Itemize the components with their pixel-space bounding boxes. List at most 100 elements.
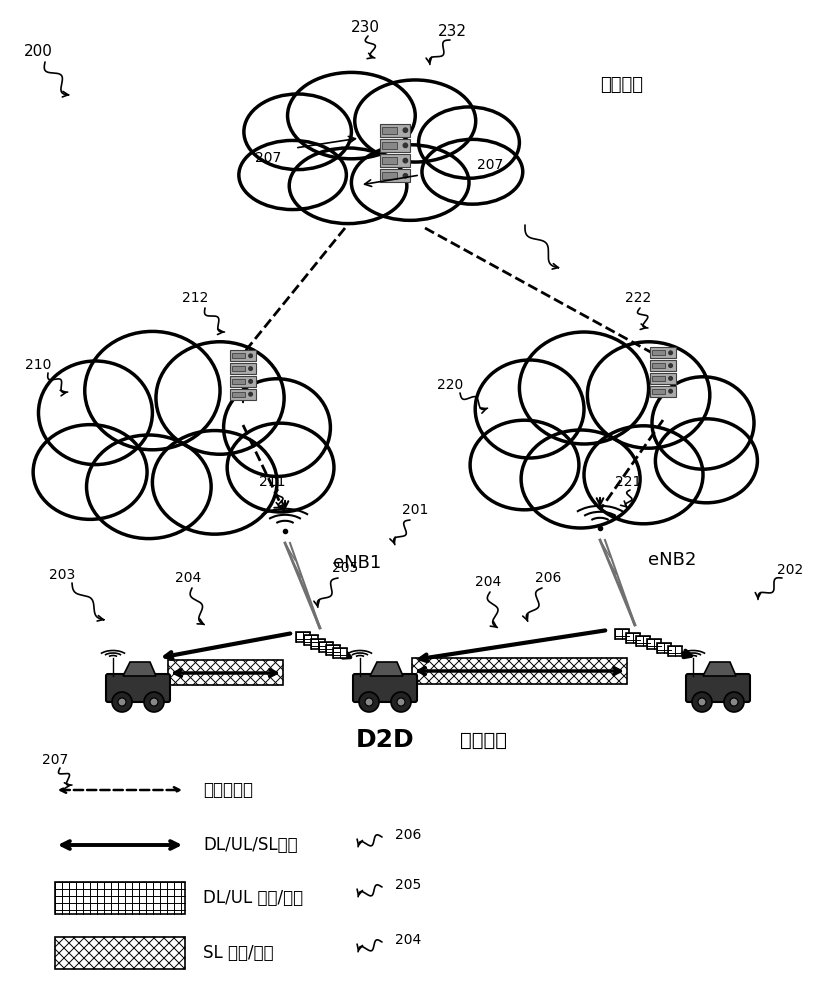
FancyBboxPatch shape: [231, 389, 256, 400]
Ellipse shape: [470, 420, 579, 510]
Circle shape: [404, 158, 408, 163]
Text: 205: 205: [395, 878, 421, 892]
Text: eNB2: eNB2: [648, 551, 696, 569]
Text: DL/UL 频带/载波: DL/UL 频带/载波: [203, 889, 303, 907]
FancyBboxPatch shape: [653, 350, 665, 355]
Polygon shape: [703, 662, 736, 676]
Bar: [319, 642, 332, 652]
Circle shape: [404, 143, 408, 148]
Circle shape: [118, 698, 126, 706]
FancyBboxPatch shape: [232, 353, 245, 358]
Text: 203: 203: [49, 568, 76, 582]
FancyBboxPatch shape: [382, 127, 397, 134]
Text: 控制和信息: 控制和信息: [203, 781, 253, 799]
Ellipse shape: [33, 425, 147, 519]
FancyBboxPatch shape: [382, 142, 397, 149]
Text: eNB1: eNB1: [333, 554, 381, 572]
Circle shape: [359, 692, 379, 712]
Ellipse shape: [355, 80, 476, 162]
FancyBboxPatch shape: [379, 139, 410, 152]
Bar: [296, 632, 310, 642]
Text: 207: 207: [255, 151, 281, 165]
FancyBboxPatch shape: [650, 360, 675, 371]
FancyBboxPatch shape: [379, 124, 410, 137]
Text: 205: 205: [332, 561, 358, 575]
FancyBboxPatch shape: [653, 389, 665, 394]
Ellipse shape: [244, 94, 352, 170]
FancyBboxPatch shape: [653, 376, 665, 381]
FancyBboxPatch shape: [231, 376, 256, 387]
FancyBboxPatch shape: [232, 379, 245, 384]
Ellipse shape: [288, 72, 415, 159]
Ellipse shape: [419, 107, 519, 178]
Text: 232: 232: [437, 24, 466, 39]
Bar: [304, 635, 318, 645]
Circle shape: [112, 692, 132, 712]
FancyBboxPatch shape: [382, 172, 397, 179]
Text: 222: 222: [625, 291, 651, 305]
FancyBboxPatch shape: [650, 386, 675, 397]
Circle shape: [698, 698, 706, 706]
Text: 204: 204: [395, 933, 421, 947]
Text: 204: 204: [175, 571, 201, 585]
Circle shape: [365, 698, 373, 706]
Circle shape: [249, 392, 253, 396]
Ellipse shape: [587, 342, 710, 448]
Text: 201: 201: [402, 503, 428, 517]
FancyBboxPatch shape: [353, 674, 417, 702]
Text: 206: 206: [534, 571, 561, 585]
Bar: [168, 660, 283, 685]
Circle shape: [144, 692, 164, 712]
Bar: [412, 658, 627, 684]
Circle shape: [730, 698, 738, 706]
Ellipse shape: [153, 431, 277, 534]
FancyBboxPatch shape: [379, 154, 410, 167]
Ellipse shape: [239, 140, 347, 210]
Text: 207: 207: [42, 753, 68, 767]
FancyBboxPatch shape: [231, 350, 256, 361]
Bar: [333, 648, 347, 658]
Ellipse shape: [289, 148, 407, 224]
FancyBboxPatch shape: [106, 674, 170, 702]
Text: 云服务器: 云服务器: [600, 76, 643, 94]
Ellipse shape: [652, 377, 754, 469]
FancyBboxPatch shape: [231, 363, 256, 374]
Circle shape: [669, 389, 672, 393]
Text: DL/UL/SL数据: DL/UL/SL数据: [203, 836, 298, 854]
Text: 206: 206: [395, 828, 421, 842]
Ellipse shape: [521, 430, 640, 528]
Bar: [636, 636, 650, 646]
Text: 202: 202: [777, 563, 803, 577]
Ellipse shape: [227, 423, 334, 512]
Bar: [626, 633, 640, 643]
Text: 211: 211: [258, 475, 285, 489]
Ellipse shape: [475, 360, 584, 458]
FancyBboxPatch shape: [232, 366, 245, 371]
Text: 220: 220: [437, 378, 463, 392]
Circle shape: [724, 692, 744, 712]
Ellipse shape: [85, 331, 220, 450]
Circle shape: [397, 698, 405, 706]
Circle shape: [692, 692, 712, 712]
Text: 221: 221: [615, 475, 641, 489]
Bar: [311, 639, 325, 649]
FancyBboxPatch shape: [382, 157, 397, 164]
Ellipse shape: [422, 139, 523, 204]
Text: 212: 212: [182, 291, 208, 305]
Text: 210: 210: [25, 358, 51, 372]
Ellipse shape: [352, 145, 469, 220]
Polygon shape: [123, 662, 156, 676]
Bar: [326, 645, 340, 655]
Bar: [668, 646, 682, 656]
Ellipse shape: [519, 332, 649, 444]
Circle shape: [404, 174, 408, 178]
Text: 207: 207: [477, 158, 503, 172]
Circle shape: [249, 367, 253, 370]
Ellipse shape: [86, 435, 211, 539]
Ellipse shape: [39, 361, 153, 465]
Circle shape: [150, 698, 158, 706]
Circle shape: [669, 351, 672, 355]
Text: 側行链路: 側行链路: [460, 730, 507, 750]
FancyBboxPatch shape: [686, 674, 750, 702]
Circle shape: [669, 364, 672, 367]
